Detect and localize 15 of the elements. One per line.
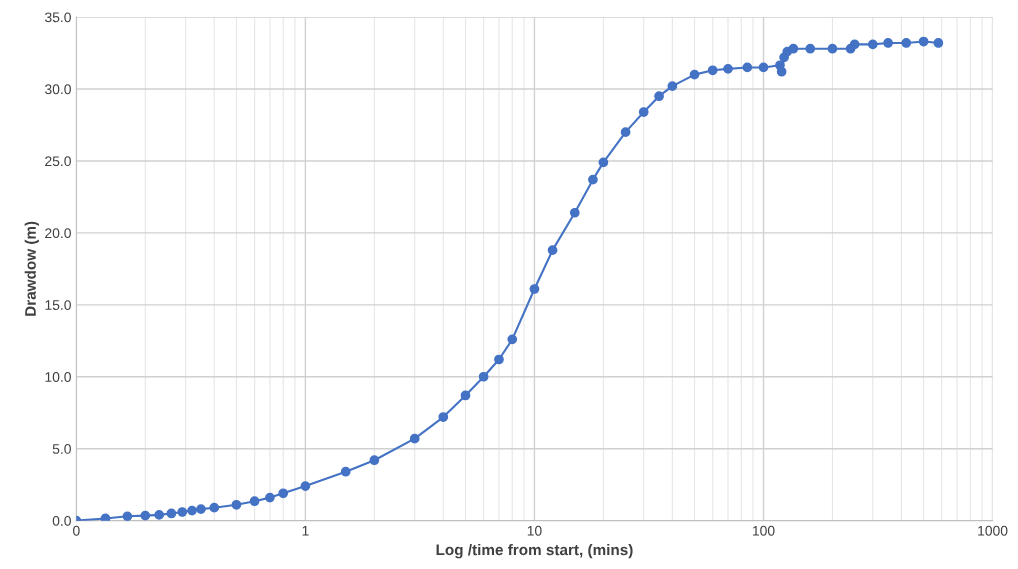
- x-tick-label: 100: [752, 525, 775, 536]
- y-tick-label: 35.0: [44, 12, 71, 23]
- y-tick-label: 10.0: [45, 372, 71, 382]
- y-tick-label: 25.0: [45, 156, 71, 167]
- x-tick-label: 1000: [978, 525, 1008, 536]
- y-tick-label: 20.0: [45, 228, 71, 239]
- y-axis-title: Drawdow (m): [24, 221, 39, 316]
- y-tick-label: 15.0: [45, 300, 71, 310]
- y-tick-label: 5.0: [52, 444, 71, 454]
- x-tick-label: 0: [73, 525, 80, 536]
- x-tick-label: 10: [527, 525, 542, 536]
- x-axis-title: Log /time from start, (mins): [436, 544, 633, 559]
- x-tick-label: 1: [302, 526, 309, 536]
- y-tick-label: 0.0: [52, 515, 71, 526]
- y-tick-label: 30.0: [44, 84, 71, 95]
